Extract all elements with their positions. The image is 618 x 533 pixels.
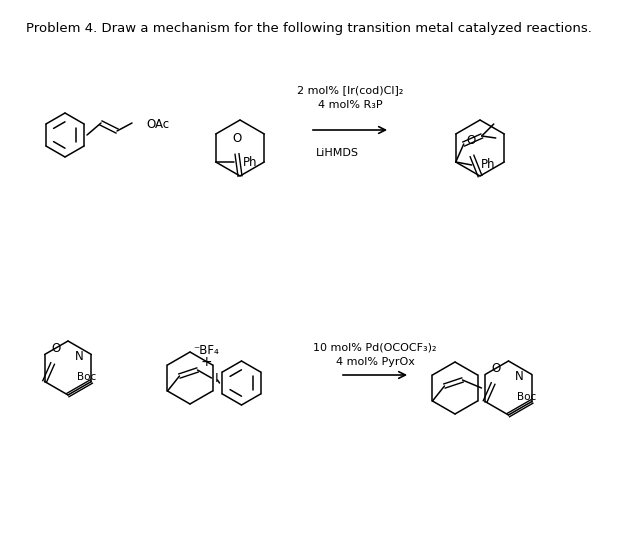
Text: Problem 4. Draw a mechanism for the following transition metal catalyzed reactio: Problem 4. Draw a mechanism for the foll…	[26, 22, 592, 35]
Text: O: O	[467, 134, 476, 147]
Text: 4 mol% PyrOx: 4 mol% PyrOx	[336, 357, 415, 367]
Text: N: N	[75, 350, 83, 363]
Text: O: O	[491, 362, 501, 376]
Text: 10 mol% Pd(OCOCF₃)₂: 10 mol% Pd(OCOCF₃)₂	[313, 342, 437, 352]
Text: Ph: Ph	[243, 156, 257, 168]
Text: Boc: Boc	[77, 373, 96, 383]
Text: 2 mol% [Ir(cod)Cl]₂: 2 mol% [Ir(cod)Cl]₂	[297, 85, 403, 95]
Text: Ph: Ph	[481, 158, 495, 172]
Text: O: O	[51, 343, 60, 356]
Text: LiHMDS: LiHMDS	[316, 148, 359, 158]
Text: Boc: Boc	[517, 392, 536, 402]
Text: 4 mol% R₃P: 4 mol% R₃P	[318, 100, 383, 110]
Text: ⁻BF₄: ⁻BF₄	[193, 343, 219, 357]
Text: I: I	[214, 372, 218, 384]
Text: N: N	[515, 370, 524, 383]
Text: +: +	[201, 355, 213, 369]
Text: O: O	[232, 132, 242, 145]
Text: OAc: OAc	[146, 118, 169, 132]
